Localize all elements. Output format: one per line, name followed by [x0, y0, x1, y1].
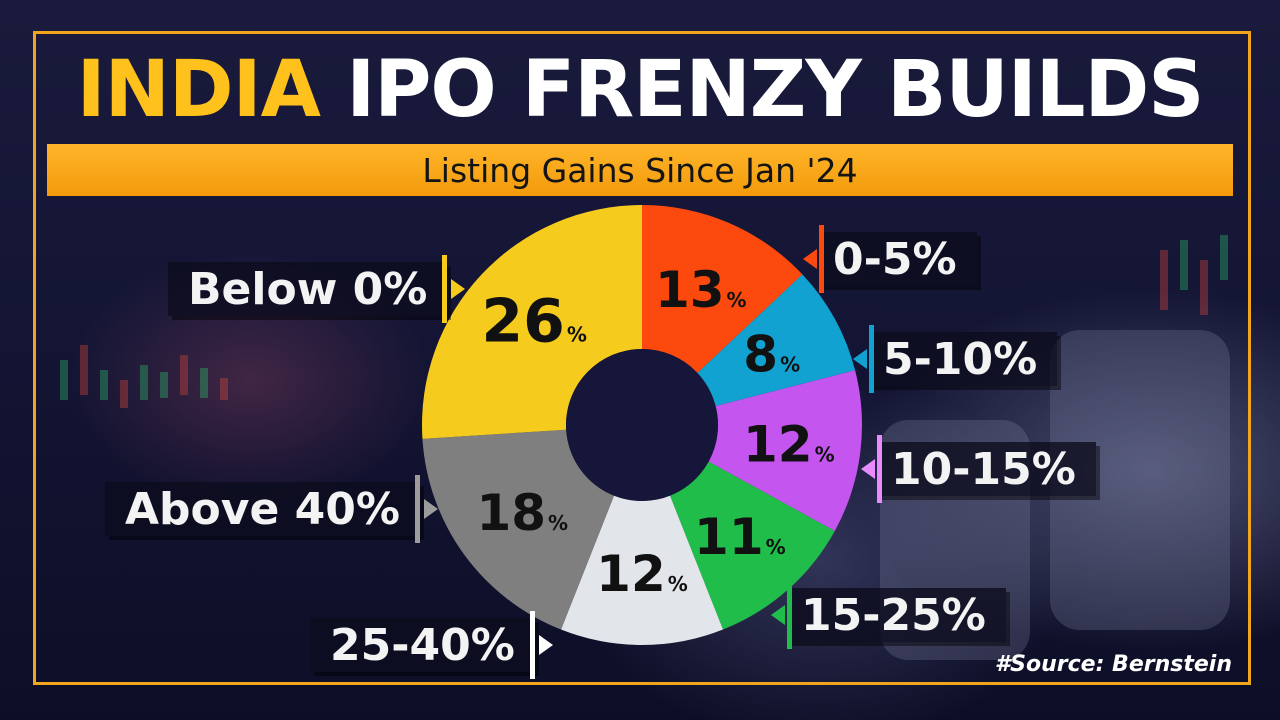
legend-pointer-icon	[803, 249, 817, 269]
legend-item-10-15: 10-15%	[861, 435, 1096, 503]
slice-value-label: 12%	[743, 416, 835, 474]
legend-item-above-40: Above 40%	[105, 475, 438, 543]
subtitle-banner: Listing Gains Since Jan '24	[47, 144, 1233, 196]
slice-value-label: 11%	[694, 508, 786, 566]
source-credit: #Source: Bernstein	[994, 652, 1232, 677]
legend-indicator	[414, 475, 420, 543]
donut-slice-below-0	[422, 205, 642, 439]
donut-slice-0-5	[642, 205, 803, 373]
legend-indicator	[869, 325, 874, 393]
legend-label: 10-15%	[891, 443, 1076, 495]
donut-slice-above-40	[422, 429, 615, 630]
legend-pointer-icon	[423, 499, 438, 519]
donut-slice-5-10	[697, 274, 856, 407]
legend-indicator	[819, 225, 824, 293]
donut-slice-15-25	[669, 461, 835, 630]
donut-slice-10-15	[708, 370, 862, 531]
slice-value-label: 8%	[743, 326, 800, 384]
slice-value-label: 12%	[596, 545, 688, 603]
legend-label: Above 40%	[125, 483, 400, 535]
legend-indicator	[877, 435, 882, 503]
slice-value-label: 26%	[481, 287, 587, 357]
legend-indicator	[442, 255, 448, 323]
donut-slice-25-40	[561, 495, 723, 645]
subtitle-text: Listing Gains Since Jan '24	[422, 150, 858, 190]
donut-hole	[566, 349, 718, 501]
headline-rest: IPO FRENZY BUILDS	[346, 45, 1204, 135]
slice-value-label: 13%	[655, 261, 747, 319]
legend-label: 15-25%	[801, 589, 986, 641]
headline: INDIA IPO FRENZY BUILDS	[0, 44, 1280, 136]
legend-label: 25-40%	[330, 619, 515, 671]
legend-pointer-icon	[451, 279, 466, 299]
legend-indicator	[529, 611, 535, 679]
legend-pointer-icon	[853, 349, 867, 369]
legend-label: 5-10%	[883, 333, 1038, 385]
legend-label: 0-5%	[833, 233, 957, 285]
content-frame	[33, 31, 1251, 685]
headline-highlight: INDIA	[76, 45, 321, 135]
legend-label: Below 0%	[188, 263, 428, 315]
slice-value-label: 18%	[476, 484, 568, 542]
legend-item-25-40: 25-40%	[310, 611, 553, 679]
legend-item-0-5: 0-5%	[803, 225, 977, 293]
legend-pointer-icon	[861, 459, 875, 479]
legend-pointer-icon	[771, 605, 785, 625]
legend-pointer-icon	[538, 635, 553, 655]
legend-item-5-10: 5-10%	[853, 325, 1058, 393]
legend-indicator	[787, 581, 792, 649]
legend-item-15-25: 15-25%	[771, 581, 1006, 649]
legend-item-below-0: Below 0%	[168, 255, 466, 323]
